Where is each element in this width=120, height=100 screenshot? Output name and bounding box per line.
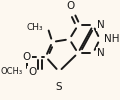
Text: OCH₃: OCH₃ xyxy=(1,67,23,76)
Text: S: S xyxy=(56,82,62,92)
Text: N: N xyxy=(97,20,105,30)
Text: O: O xyxy=(23,52,31,62)
Text: NH: NH xyxy=(104,34,119,44)
Text: CH₃: CH₃ xyxy=(26,23,43,32)
Text: N: N xyxy=(97,48,105,58)
Text: O: O xyxy=(28,67,36,77)
Text: O: O xyxy=(66,2,75,12)
